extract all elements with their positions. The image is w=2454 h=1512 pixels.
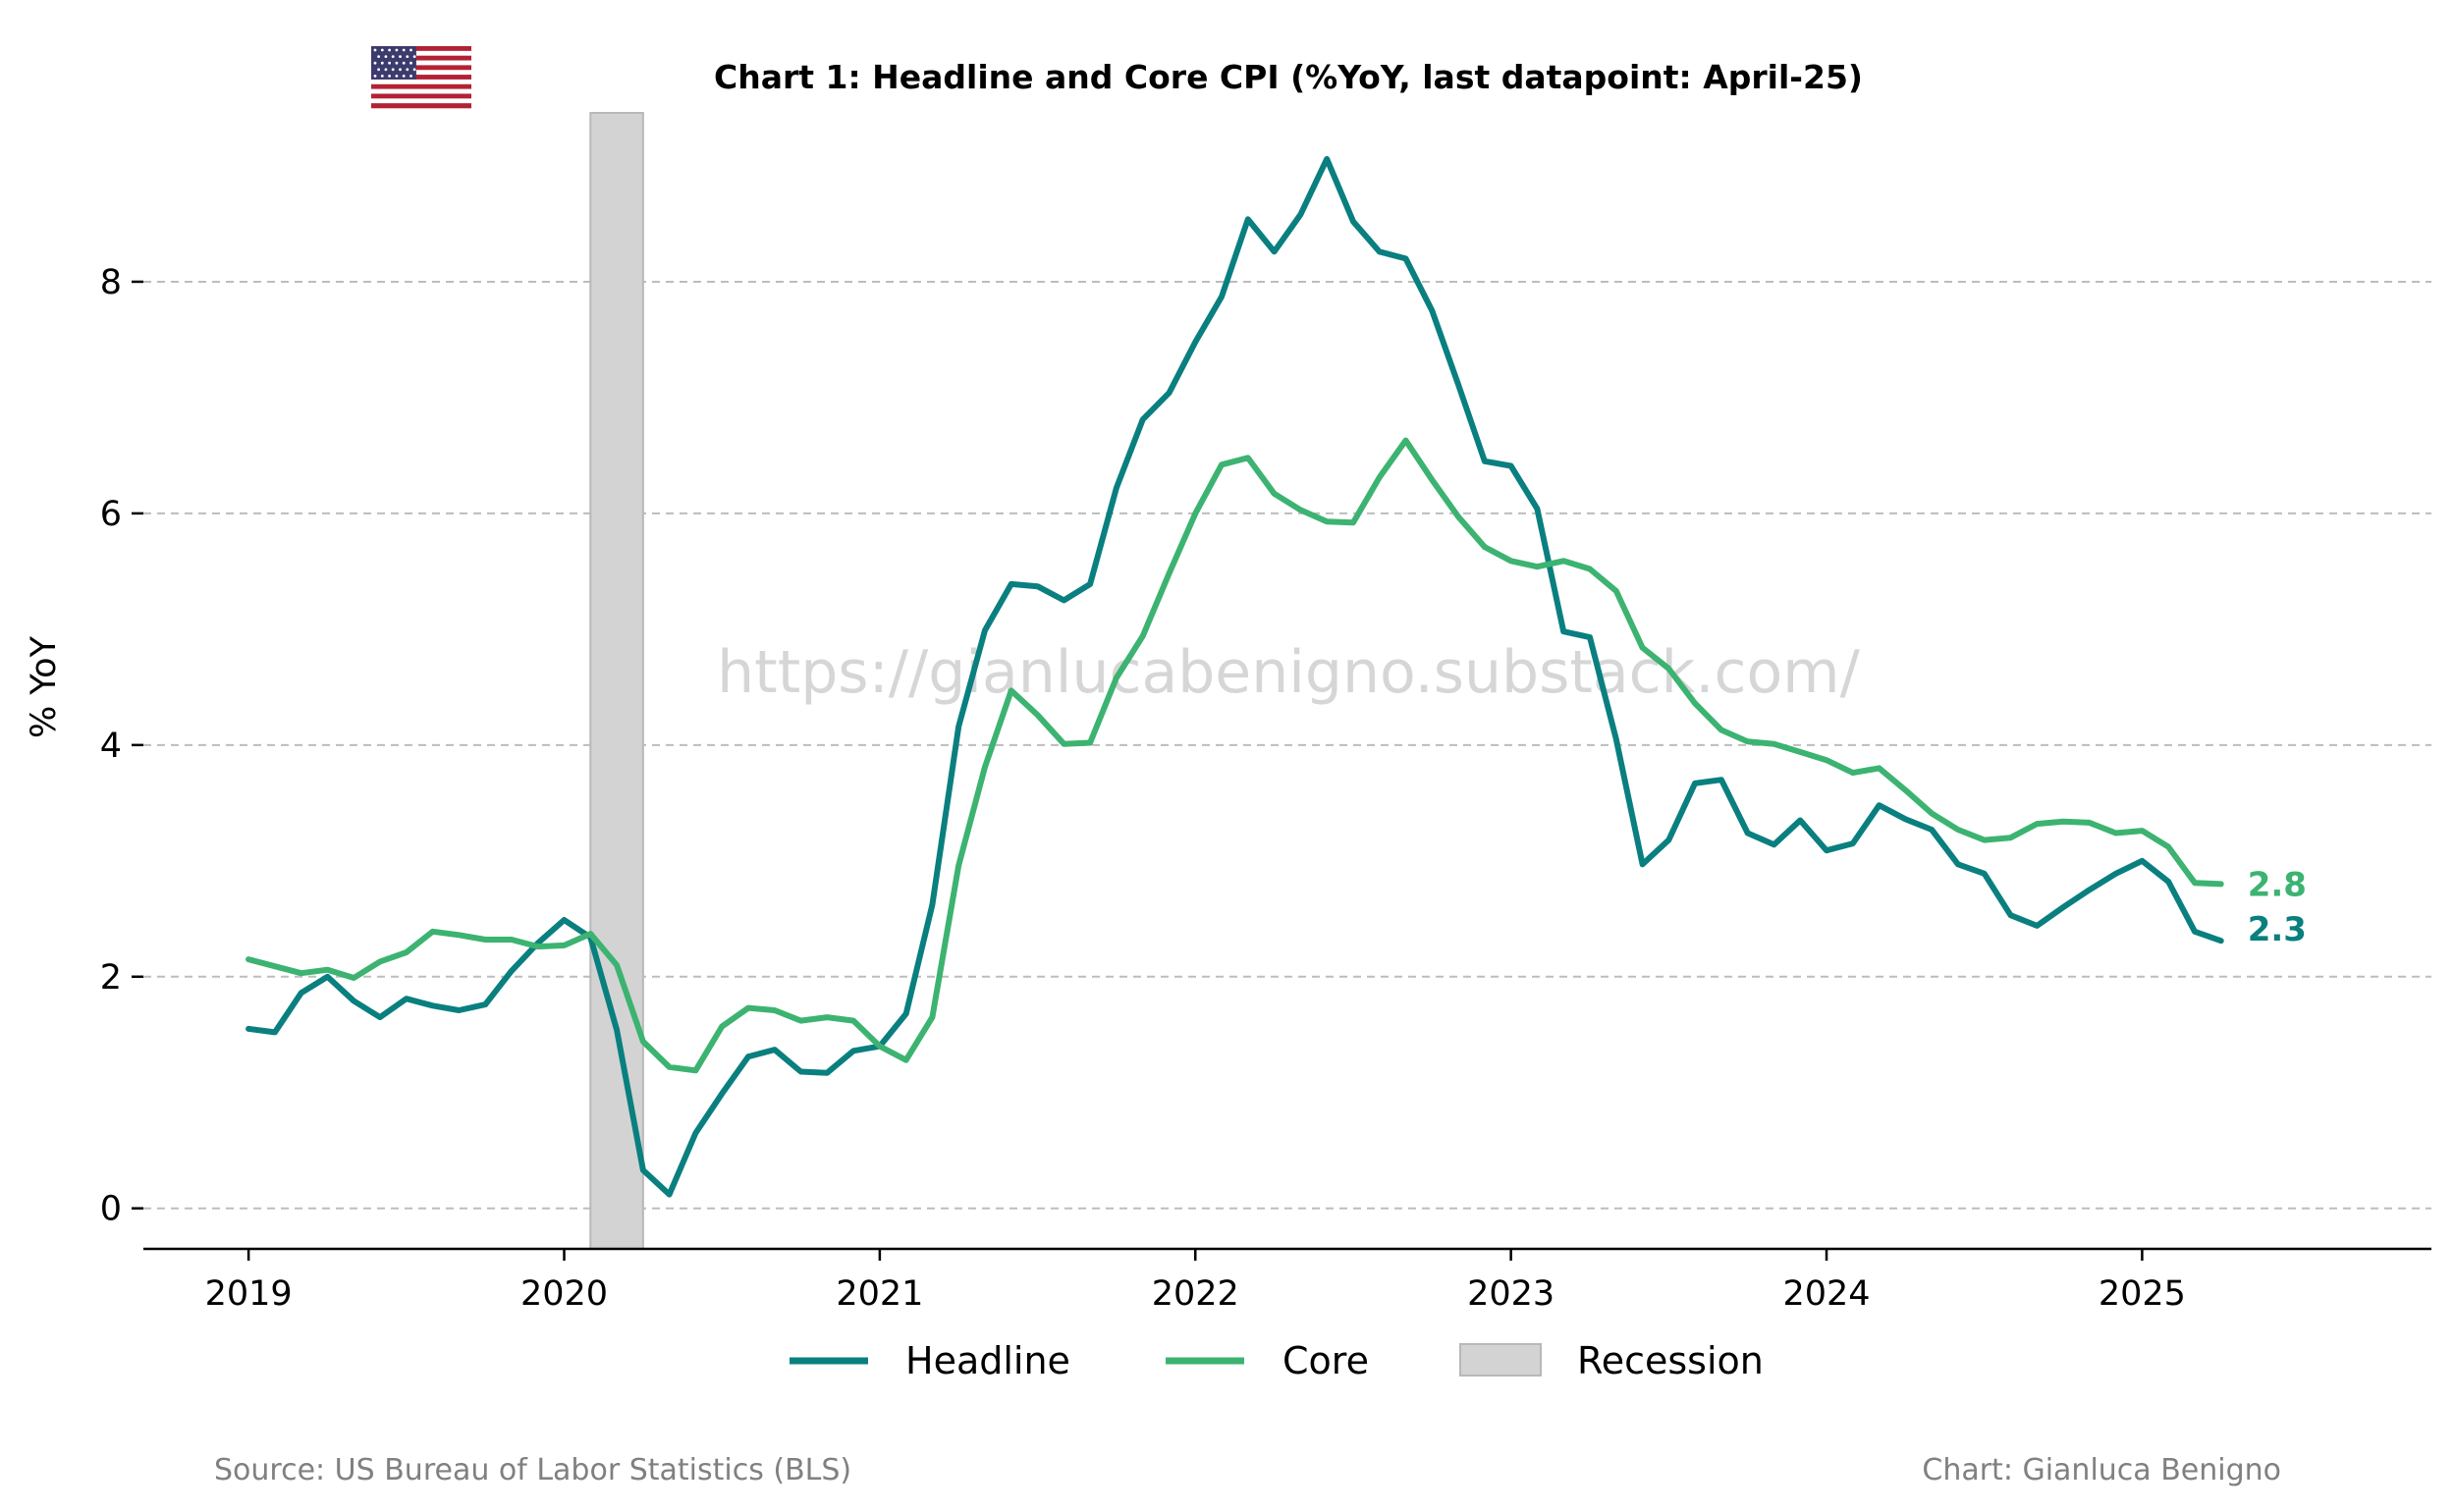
- y-tick-label: 4: [100, 727, 122, 766]
- y-axis-ticks: 0 2 4 6 8: [100, 263, 143, 1229]
- x-tick-label: 2023: [1467, 1274, 1554, 1314]
- y-tick-label: 8: [100, 263, 122, 302]
- series-line-headline: [245, 155, 2224, 1198]
- us-flag-icon: [371, 46, 471, 109]
- x-tick-label: 2020: [520, 1274, 608, 1314]
- legend-label-core: Core: [1282, 1339, 1369, 1382]
- gridlines: [143, 280, 2431, 1210]
- chart-credit: Chart: Gianluca Benigno: [1922, 1453, 2281, 1487]
- legend: Headline Core Recession: [790, 1339, 1764, 1382]
- y-tick-label: 0: [100, 1190, 122, 1229]
- legend-swatch-recession: [1459, 1343, 1542, 1377]
- legend-label-headline: Headline: [905, 1339, 1070, 1382]
- chart-title: Chart 1: Headline and Core CPI (%YoY, la…: [714, 58, 1863, 96]
- x-tick-label: 2024: [1782, 1274, 1870, 1314]
- x-tick-label: 2025: [2099, 1274, 2186, 1314]
- end-label-core: 2.8: [2248, 865, 2307, 904]
- legend-label-recession: Recession: [1577, 1339, 1764, 1382]
- x-tick-label: 2021: [836, 1274, 923, 1314]
- y-tick-label: 2: [100, 958, 122, 998]
- end-labels: 2.32.8: [2248, 865, 2307, 949]
- x-tick-label: 2019: [205, 1274, 293, 1314]
- series-layer: [245, 155, 2224, 1198]
- recession-band: [589, 112, 644, 1250]
- end-label-headline: 2.3: [2248, 910, 2307, 949]
- x-tick-label: 2022: [1152, 1274, 1239, 1314]
- y-tick-label: 6: [100, 495, 122, 534]
- source-note: Source: US Bureau of Labor Statistics (B…: [214, 1453, 851, 1487]
- series-line-core: [245, 437, 2224, 1074]
- y-axis-label: % YoY: [25, 635, 64, 738]
- x-axis-ticks: 2019 2020 2021 2022 2023 2024 2025: [205, 1249, 2186, 1314]
